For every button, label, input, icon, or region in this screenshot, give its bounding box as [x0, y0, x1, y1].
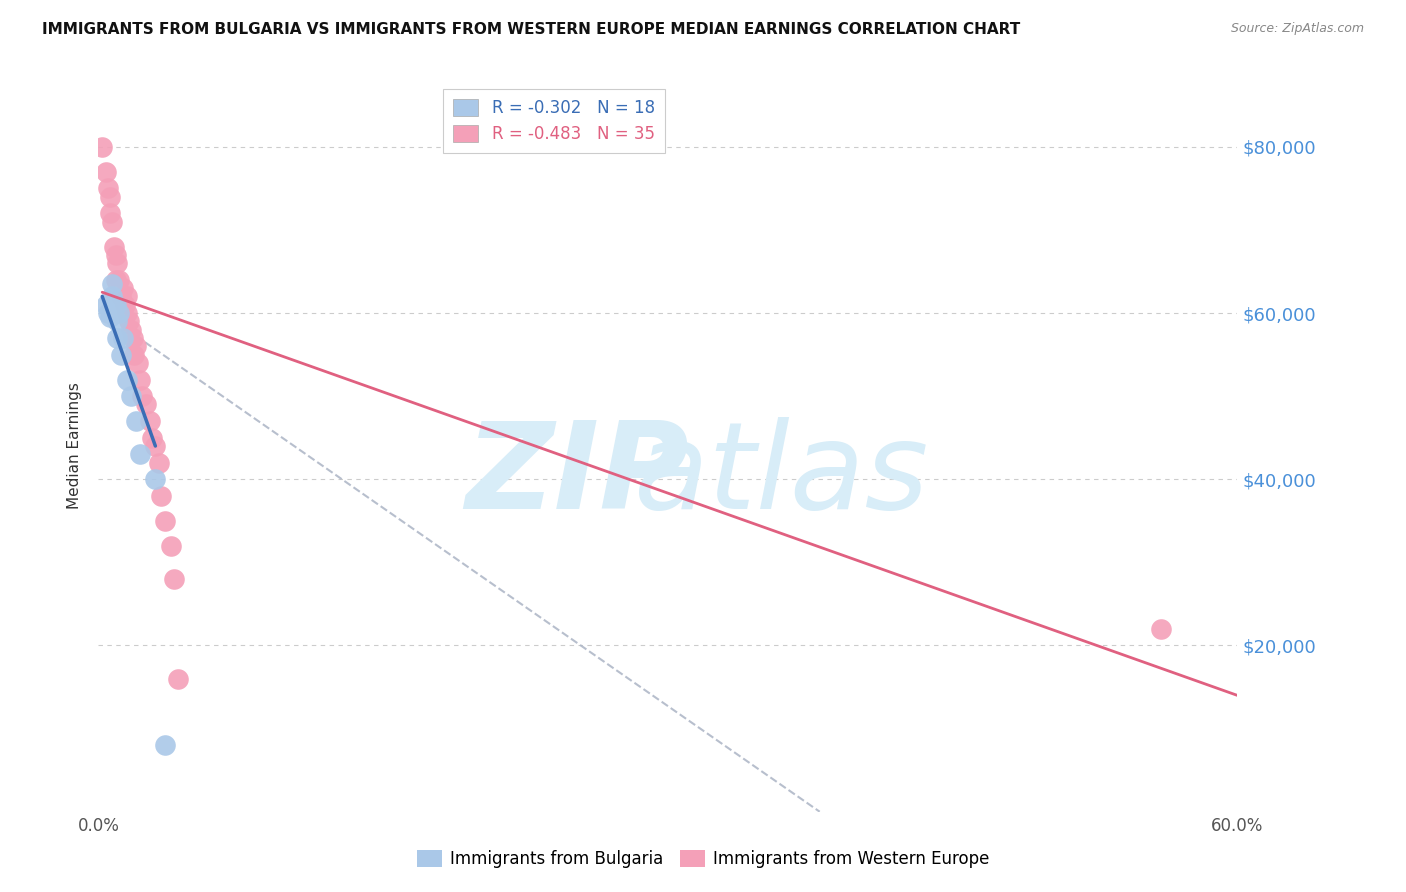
- Point: [118, 314, 141, 328]
- Point: [153, 514, 176, 528]
- Point: [94, 164, 117, 178]
- Point: [97, 181, 120, 195]
- Point: [150, 489, 173, 503]
- Point: [115, 289, 138, 303]
- Point: [108, 273, 131, 287]
- Point: [104, 248, 127, 262]
- Point: [98, 310, 121, 325]
- Point: [124, 347, 146, 362]
- Point: [94, 298, 117, 312]
- Point: [104, 273, 127, 287]
- Text: atlas: atlas: [634, 417, 929, 533]
- Point: [129, 447, 152, 461]
- Point: [108, 306, 131, 320]
- Point: [163, 572, 186, 586]
- Point: [110, 289, 132, 303]
- Point: [145, 439, 167, 453]
- Text: Source: ZipAtlas.com: Source: ZipAtlas.com: [1230, 22, 1364, 36]
- Point: [121, 331, 143, 345]
- Point: [91, 140, 114, 154]
- Point: [129, 372, 152, 386]
- Point: [112, 281, 135, 295]
- Point: [107, 256, 129, 270]
- Point: [103, 239, 125, 253]
- Point: [145, 472, 167, 486]
- Point: [135, 397, 157, 411]
- Point: [98, 206, 121, 220]
- Point: [100, 214, 122, 228]
- Point: [159, 539, 181, 553]
- Point: [153, 738, 176, 752]
- Point: [98, 189, 121, 203]
- Point: [167, 672, 190, 686]
- Point: [100, 289, 122, 303]
- Point: [125, 339, 148, 353]
- Point: [107, 314, 129, 328]
- Point: [114, 298, 136, 312]
- Point: [104, 298, 127, 312]
- Point: [148, 456, 170, 470]
- Point: [120, 389, 142, 403]
- Legend: Immigrants from Bulgaria, Immigrants from Western Europe: Immigrants from Bulgaria, Immigrants fro…: [411, 843, 995, 875]
- Legend: R = -0.302   N = 18, R = -0.483   N = 35: R = -0.302 N = 18, R = -0.483 N = 35: [443, 88, 665, 153]
- Point: [100, 277, 122, 291]
- Point: [112, 331, 135, 345]
- Y-axis label: Median Earnings: Median Earnings: [67, 383, 83, 509]
- Point: [125, 414, 148, 428]
- Text: ZIP: ZIP: [465, 417, 689, 533]
- Point: [131, 389, 153, 403]
- Point: [127, 356, 149, 370]
- Point: [138, 414, 160, 428]
- Point: [103, 301, 125, 316]
- Point: [120, 323, 142, 337]
- Text: IMMIGRANTS FROM BULGARIA VS IMMIGRANTS FROM WESTERN EUROPE MEDIAN EARNINGS CORRE: IMMIGRANTS FROM BULGARIA VS IMMIGRANTS F…: [42, 22, 1021, 37]
- Point: [110, 347, 132, 362]
- Point: [115, 372, 138, 386]
- Point: [115, 306, 138, 320]
- Point: [1150, 622, 1173, 636]
- Point: [107, 331, 129, 345]
- Point: [97, 306, 120, 320]
- Point: [141, 431, 163, 445]
